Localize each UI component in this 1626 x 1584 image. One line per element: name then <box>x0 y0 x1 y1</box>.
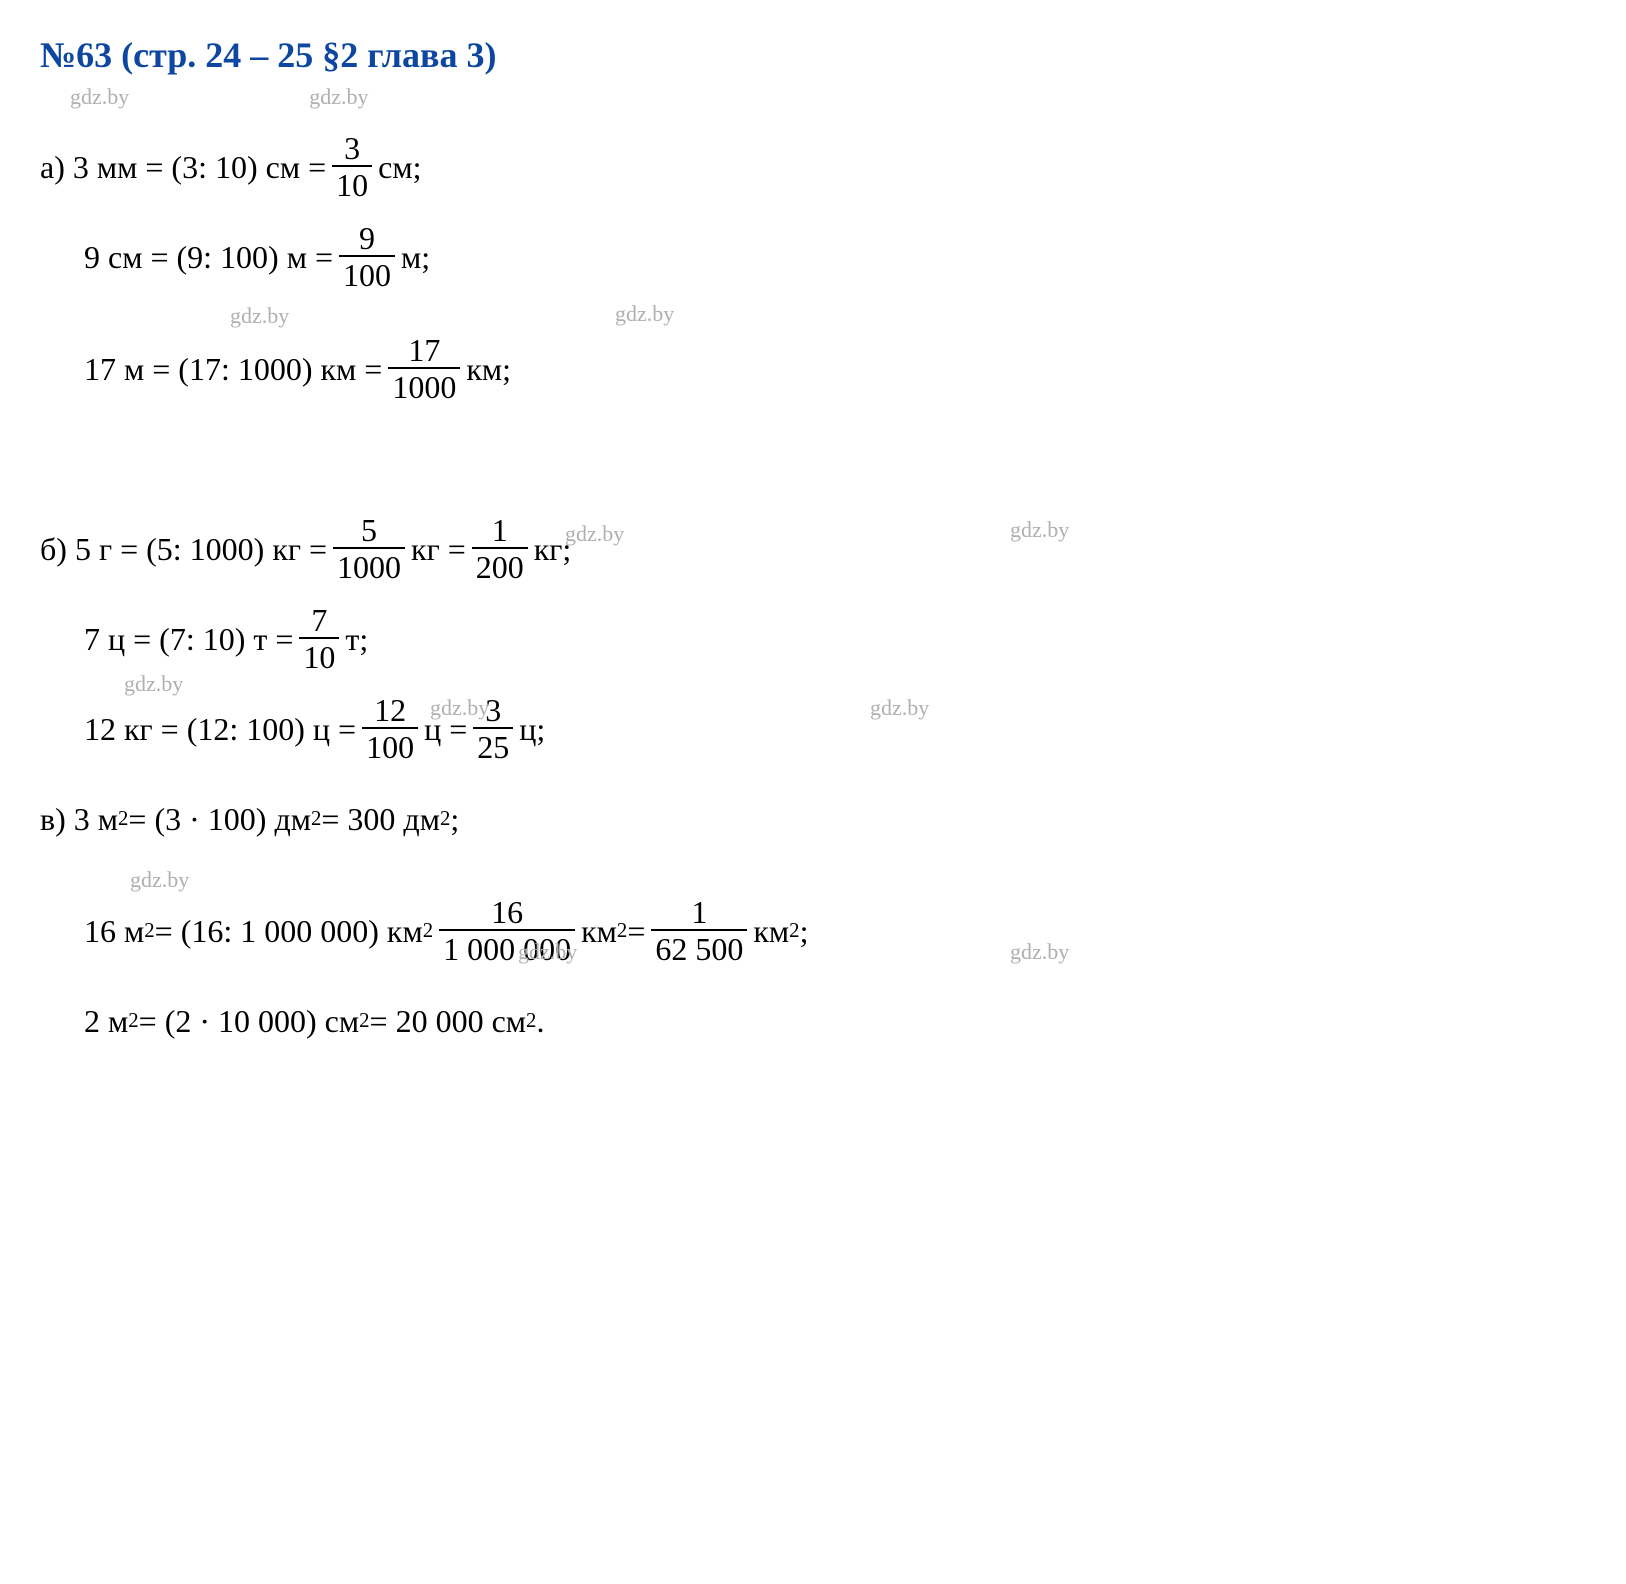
equation-line-c2: 16 м2 = (16: 1 000 000) км2 16 1 000 000… <box>40 895 1586 967</box>
equation-line-b1: б) 5 г = (5: 1000) кг = 5 1000 кг = 1 20… <box>40 513 1586 585</box>
eq-text: а) 3 мм = (3: 10) см = <box>40 145 326 190</box>
numerator: 5 <box>357 514 381 548</box>
numerator: 12 <box>370 694 410 728</box>
equation-line-c1: в) 3 м2 = (3 · 100) дм2 = 300 дм2 ; <box>40 783 1586 855</box>
eq-text: км <box>581 909 617 954</box>
eq-text: = (2 · 10 000) см <box>139 999 359 1044</box>
eq-text: ; <box>450 797 459 842</box>
fraction: 17 1000 <box>388 334 460 405</box>
eq-text: = <box>627 909 645 954</box>
fraction: 5 1000 <box>333 514 405 585</box>
eq-text: кг = <box>411 527 466 572</box>
eq-text: км <box>753 909 789 954</box>
eq-text: м; <box>401 235 430 280</box>
watermark: gdz.by <box>1010 937 1069 968</box>
watermark: gdz.by <box>518 937 577 968</box>
equation-line-a2: 9 см = (9: 100) м = 9 100 м; gdz.by <box>40 221 1586 293</box>
fraction: 1 200 <box>472 514 528 585</box>
denominator: 10 <box>332 165 372 203</box>
eq-text: т; <box>345 617 368 662</box>
eq-text: = (16: 1 000 000) км <box>155 909 423 954</box>
fraction: 9 100 <box>339 222 395 293</box>
denominator: 100 <box>362 727 418 765</box>
watermark: gdz.by <box>615 299 674 330</box>
watermark: gdz.by <box>70 82 129 113</box>
eq-text: . <box>536 999 544 1044</box>
denominator: 1000 <box>388 367 460 405</box>
eq-text: ц; <box>519 707 545 752</box>
eq-text: 9 см = (9: 100) м = <box>84 235 333 280</box>
numerator: 1 <box>488 514 512 548</box>
fraction: 3 10 <box>332 132 372 203</box>
fraction: 12 100 <box>362 694 418 765</box>
numerator: 17 <box>404 334 444 368</box>
eq-text: = 300 дм <box>321 797 440 842</box>
watermark: gdz.by <box>430 693 489 724</box>
eq-text: в) 3 м <box>40 797 118 842</box>
denominator: 25 <box>473 727 513 765</box>
numerator: 16 <box>487 896 527 930</box>
equation-line-b2: 7 ц = (7: 10) т = 7 10 т; gdz.by <box>40 603 1586 675</box>
watermark: gdz.by <box>309 82 368 113</box>
numerator: 3 <box>340 132 364 166</box>
eq-text: 16 м <box>84 909 144 954</box>
equation-line-b3: 12 кг = (12: 100) ц = 12 100 ц = 3 25 ц;… <box>40 693 1586 765</box>
eq-text: 17 м = (17: 1000) км = <box>84 347 382 392</box>
watermark-row-top: gdz.by gdz.by <box>40 82 1586 113</box>
eq-text: б) 5 г = (5: 1000) кг = <box>40 527 327 572</box>
denominator: 1000 <box>333 547 405 585</box>
eq-text: 2 м <box>84 999 128 1044</box>
problem-title: №63 (стр. 24 – 25 §2 глава 3) <box>40 30 1586 80</box>
watermark: gdz.by <box>565 519 624 550</box>
numerator: 7 <box>307 604 331 638</box>
equation-line-c3: 2 м2 = (2 · 10 000) см2 = 20 000 см2 . <box>40 985 1586 1057</box>
watermark: gdz.by <box>230 301 289 332</box>
eq-text: см; <box>378 145 421 190</box>
eq-text: = (3 · 100) дм <box>128 797 311 842</box>
eq-text: = 20 000 см <box>370 999 527 1044</box>
fraction: 7 10 <box>299 604 339 675</box>
denominator: 10 <box>299 637 339 675</box>
equation-line-a3: 17 м = (17: 1000) км = 17 1000 км; <box>40 333 1586 405</box>
eq-text: ; <box>800 909 809 954</box>
watermark: gdz.by <box>130 865 189 896</box>
watermark: gdz.by <box>1010 515 1069 546</box>
watermark: gdz.by <box>870 693 929 724</box>
denominator: 200 <box>472 547 528 585</box>
eq-text: км; <box>466 347 511 392</box>
numerator: 9 <box>355 222 379 256</box>
eq-text: 12 кг = (12: 100) ц = <box>84 707 356 752</box>
numerator: 1 <box>687 896 711 930</box>
denominator: 100 <box>339 255 395 293</box>
equation-line-a1: а) 3 мм = (3: 10) см = 3 10 см; <box>40 131 1586 203</box>
eq-text: 7 ц = (7: 10) т = <box>84 617 293 662</box>
denominator: 62 500 <box>651 929 747 967</box>
fraction: 1 62 500 <box>651 896 747 967</box>
